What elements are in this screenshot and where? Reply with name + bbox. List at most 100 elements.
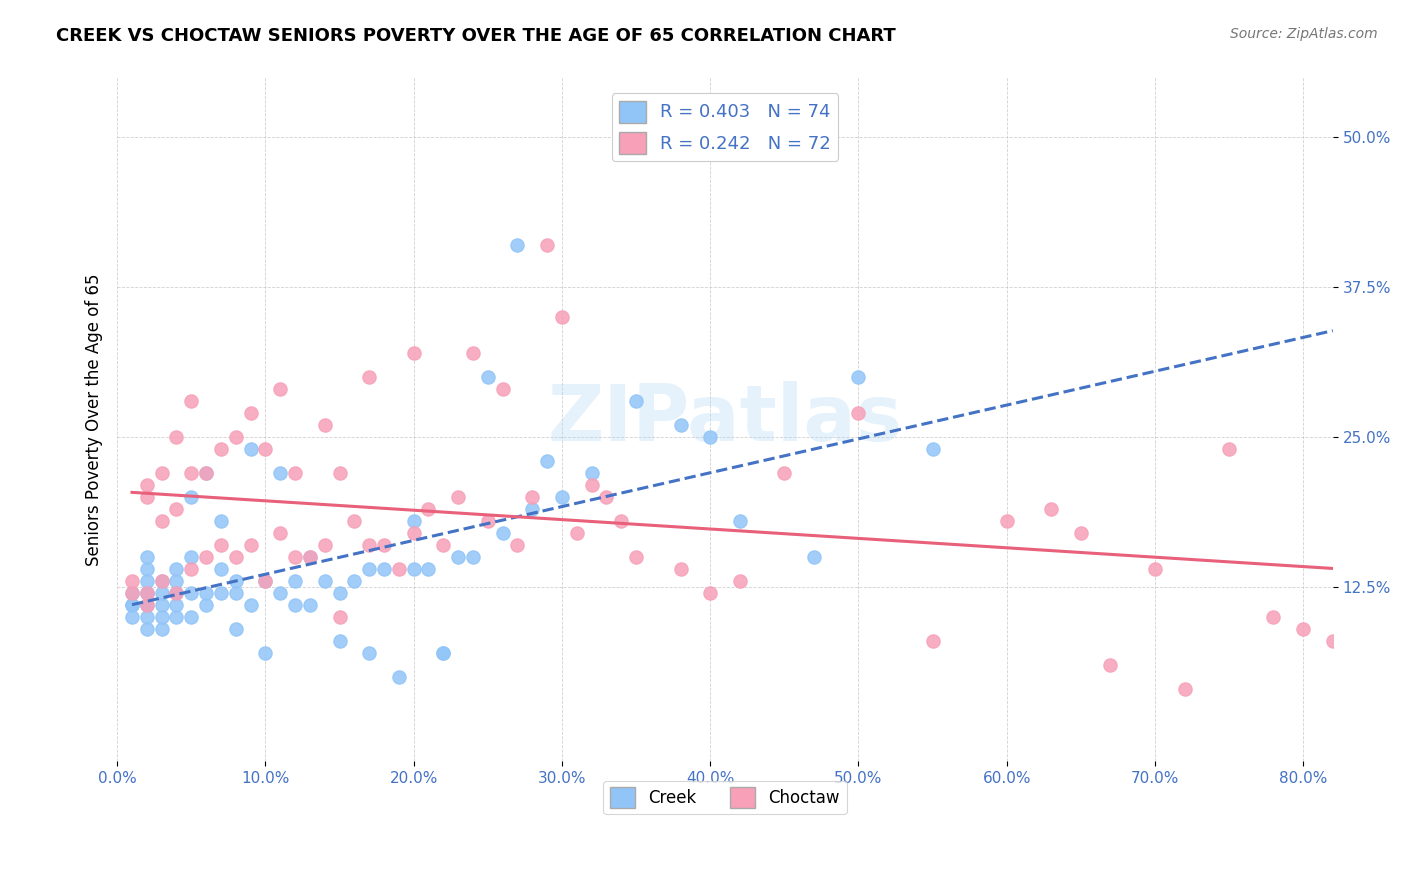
Point (180, 610, 202, 624)
Point (669, 562, 692, 576)
Point (254, 646, 277, 660)
Point (432, 646, 454, 660)
Point (551, 490, 574, 504)
Point (254, 574, 277, 589)
Point (359, 538, 381, 552)
Point (135, 586, 157, 600)
Point (418, 562, 440, 576)
Point (135, 574, 157, 589)
Point (150, 622, 173, 636)
Point (135, 598, 157, 612)
Point (522, 490, 544, 504)
Point (254, 574, 277, 589)
Point (298, 550, 321, 565)
Text: Source: ZipAtlas.com: Source: ZipAtlas.com (1230, 27, 1378, 41)
Point (1143, 562, 1166, 576)
Point (699, 586, 721, 600)
Point (209, 586, 232, 600)
Point (135, 550, 157, 565)
Point (329, 634, 352, 648)
Point (269, 526, 291, 541)
Point (610, 514, 633, 528)
Point (1173, 682, 1195, 697)
Point (254, 442, 277, 457)
Point (624, 550, 647, 565)
Point (284, 467, 307, 481)
Point (373, 562, 395, 576)
Point (209, 538, 232, 552)
Point (624, 394, 647, 409)
Point (135, 610, 157, 624)
Point (150, 610, 173, 624)
Point (166, 586, 188, 600)
Point (225, 430, 247, 444)
Point (921, 634, 943, 648)
Point (298, 550, 321, 565)
Point (225, 550, 247, 565)
Point (180, 490, 202, 504)
Point (225, 586, 247, 600)
Point (314, 538, 336, 552)
Point (803, 550, 825, 565)
Point (995, 514, 1018, 528)
Point (225, 574, 247, 589)
Point (135, 490, 157, 504)
Point (135, 622, 157, 636)
Point (209, 442, 232, 457)
Point (728, 574, 751, 589)
Point (359, 370, 381, 384)
Point (150, 467, 173, 481)
Point (536, 238, 558, 252)
Point (1040, 502, 1063, 516)
Point (314, 418, 336, 433)
Point (135, 562, 157, 576)
Point (180, 394, 202, 409)
Point (166, 562, 188, 576)
Point (461, 346, 484, 360)
Point (180, 550, 202, 565)
Point (447, 550, 470, 565)
Point (359, 646, 381, 660)
Point (432, 538, 454, 552)
Point (1070, 526, 1092, 541)
Point (195, 550, 218, 565)
Point (135, 478, 157, 492)
Point (699, 430, 721, 444)
Point (121, 610, 143, 624)
Point (461, 550, 484, 565)
Point (150, 574, 173, 589)
Point (1292, 622, 1315, 636)
Point (506, 538, 529, 552)
Point (209, 514, 232, 528)
Point (373, 538, 395, 552)
Point (418, 502, 440, 516)
Point (150, 514, 173, 528)
Y-axis label: Seniors Poverty Over the Age of 65: Seniors Poverty Over the Age of 65 (86, 273, 103, 566)
Point (491, 526, 513, 541)
Point (135, 598, 157, 612)
Point (180, 586, 202, 600)
Point (595, 490, 617, 504)
Point (166, 586, 188, 600)
Point (388, 670, 411, 684)
Point (195, 586, 218, 600)
Point (135, 586, 157, 600)
Point (225, 622, 247, 636)
Point (239, 538, 262, 552)
Point (150, 598, 173, 612)
Point (166, 610, 188, 624)
Point (269, 586, 291, 600)
Point (121, 574, 143, 589)
Point (269, 467, 291, 481)
Point (402, 514, 425, 528)
Point (329, 586, 352, 600)
Point (121, 586, 143, 600)
Point (565, 526, 588, 541)
Point (239, 598, 262, 612)
Point (343, 574, 366, 589)
Point (447, 490, 470, 504)
Point (298, 598, 321, 612)
Point (180, 467, 202, 481)
Point (239, 406, 262, 420)
Point (180, 562, 202, 576)
